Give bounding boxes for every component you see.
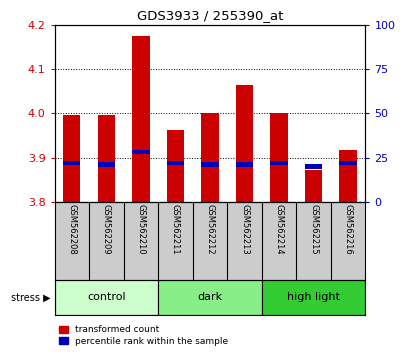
Bar bbox=[339, 161, 357, 165]
Bar bbox=[339, 149, 357, 202]
Bar bbox=[98, 162, 115, 167]
Title: GDS3933 / 255390_at: GDS3933 / 255390_at bbox=[137, 9, 283, 22]
Bar bbox=[270, 161, 288, 165]
Bar bbox=[63, 161, 81, 165]
Bar bbox=[262, 280, 365, 315]
Bar bbox=[98, 115, 115, 202]
Text: GSM562213: GSM562213 bbox=[240, 204, 249, 255]
Text: control: control bbox=[87, 292, 126, 302]
Bar bbox=[158, 280, 262, 315]
Bar bbox=[236, 85, 253, 202]
Text: GSM562212: GSM562212 bbox=[205, 204, 215, 255]
Text: GSM562210: GSM562210 bbox=[136, 204, 145, 255]
Text: stress ▶: stress ▶ bbox=[11, 292, 50, 302]
Bar bbox=[167, 130, 184, 202]
Legend: transformed count, percentile rank within the sample: transformed count, percentile rank withi… bbox=[59, 325, 228, 346]
Bar bbox=[55, 280, 158, 315]
Text: dark: dark bbox=[197, 292, 223, 302]
Bar bbox=[132, 150, 150, 154]
Bar bbox=[132, 36, 150, 202]
Text: GSM562216: GSM562216 bbox=[344, 204, 353, 255]
Bar bbox=[305, 170, 322, 202]
Bar bbox=[201, 113, 219, 202]
Bar bbox=[63, 115, 81, 202]
Bar bbox=[201, 162, 219, 167]
Text: GSM562208: GSM562208 bbox=[67, 204, 76, 255]
Bar bbox=[167, 161, 184, 165]
Text: GSM562211: GSM562211 bbox=[171, 204, 180, 255]
Bar bbox=[236, 162, 253, 167]
Bar bbox=[270, 113, 288, 202]
Text: high light: high light bbox=[287, 292, 340, 302]
Text: GSM562215: GSM562215 bbox=[309, 204, 318, 255]
Bar bbox=[305, 164, 322, 169]
Text: GSM562214: GSM562214 bbox=[275, 204, 284, 255]
Text: GSM562209: GSM562209 bbox=[102, 204, 111, 255]
